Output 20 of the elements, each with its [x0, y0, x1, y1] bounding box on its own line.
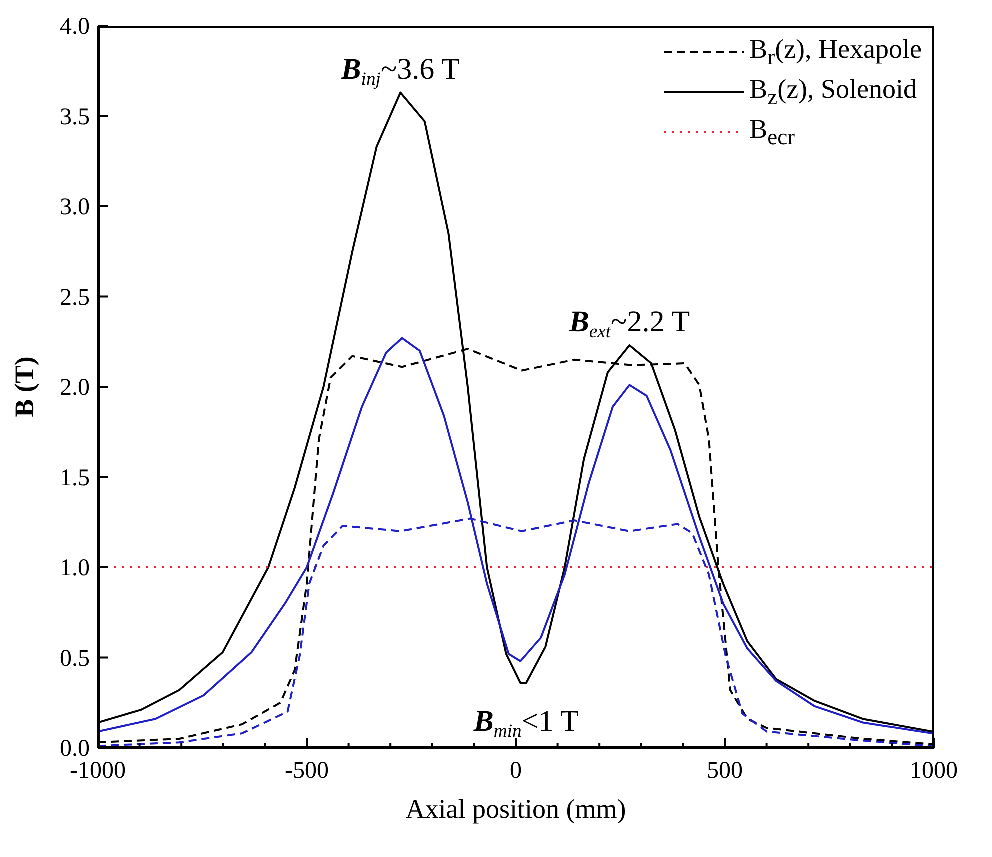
legend-label: B$_{r}$(z), Hexapole: [750, 34, 922, 70]
y-tick-label: 1.0: [60, 556, 90, 582]
legend-label: B$_{z}$(z), Solenoid: [750, 74, 918, 110]
y-tick-label: 2.5: [60, 284, 90, 311]
annotation: B$_{ext}$~2.2 T: [568, 305, 690, 342]
x-tick-label: 0: [510, 758, 522, 784]
x-axis-title: Axial position (mm): [406, 794, 626, 824]
y-tick-label: 2.0: [60, 375, 90, 401]
annotation: B$_{inj}$~3.6 T: [340, 52, 460, 90]
x-tick-label: 500: [707, 758, 743, 784]
annotation: B$_{min}$<1 T: [472, 705, 580, 742]
y-tick-label: 3.5: [60, 104, 90, 130]
y-tick-label: 4.0: [60, 14, 90, 40]
x-tick-label: -500: [285, 758, 329, 784]
y-axis-title: B (T): [10, 356, 40, 418]
x-tick-label: 1000: [910, 758, 958, 784]
legend-label: B$_{ecr}$: [750, 114, 796, 150]
y-tick-label: 3.0: [60, 194, 90, 220]
y-tick-label: 1.5: [60, 465, 90, 492]
y-tick-label: 0.5: [60, 646, 90, 672]
